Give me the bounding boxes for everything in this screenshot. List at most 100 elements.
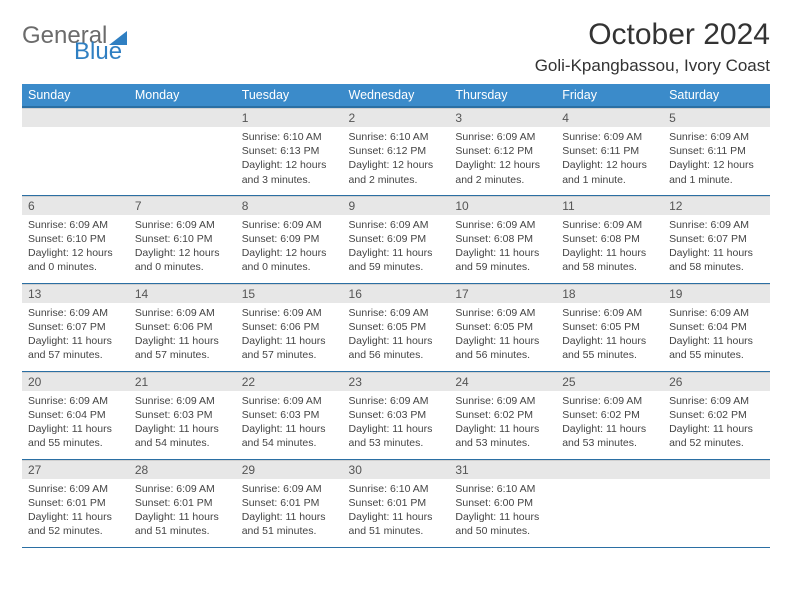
day-body: Sunrise: 6:09 AM Sunset: 6:12 PM Daylight:… [449, 127, 556, 191]
daylight-line: Daylight: 11 hours and 57 minutes. [242, 335, 326, 361]
daylight-line: Daylight: 12 hours and 2 minutes. [455, 159, 540, 185]
calendar-day-cell: 21Sunrise: 6:09 AMSunset: 6:03 PMDayligh… [129, 371, 236, 459]
daylight-line: Daylight: 11 hours and 55 minutes. [669, 335, 753, 361]
calendar-week-row: 1Sunrise: 6:10 AMSunset: 6:13 PMDaylight… [22, 107, 770, 195]
day-number: 30 [343, 461, 450, 479]
calendar-day-cell: 14Sunrise: 6:09 AMSunset: 6:06 PMDayligh… [129, 283, 236, 371]
calendar-day-cell: 10Sunrise: 6:09 AMSunset: 6:08 PMDayligh… [449, 195, 556, 283]
day-body: Sunrise: 6:09 AMSunset: 6:02 PMDaylight:… [663, 391, 770, 455]
sunset-line: Sunset: 6:04 PM [28, 409, 106, 421]
day-number: 11 [556, 197, 663, 215]
daylight-line: Daylight: 11 hours and 50 minutes. [455, 511, 539, 537]
weekday-header: Monday [129, 84, 236, 107]
day-body: Sunrise: 6:09 AMSunset: 6:01 PMDaylight:… [129, 479, 236, 543]
logo-text-blue: Blue [74, 40, 127, 64]
day-number: 13 [22, 285, 129, 303]
day-number: 14 [129, 285, 236, 303]
sunset-line: Sunset: 6:01 PM [28, 497, 106, 509]
day-body: Sunrise: 6:09 AM Sunset: 6:04 PM Daylight:… [663, 303, 770, 367]
sunrise-line: Sunrise: 6:09 AM [669, 307, 749, 319]
daylight-line: Daylight: 11 hours and 54 minutes. [135, 423, 219, 449]
sunset-line: Sunset: 6:08 PM [455, 233, 533, 245]
calendar-day-cell: 26Sunrise: 6:09 AMSunset: 6:02 PMDayligh… [663, 371, 770, 459]
sunrise-line: Sunrise: 6:09 AM [242, 307, 322, 319]
day-body: Sunrise: 6:10 AMSunset: 6:13 PMDaylight:… [236, 127, 343, 191]
daylight-line: Daylight: 11 hours and 54 minutes. [242, 423, 326, 449]
sunrise-line: Sunrise: 6:09 AM [135, 219, 215, 231]
day-number: 21 [129, 373, 236, 391]
daylight-line: Daylight: 11 hours and 57 minutes. [135, 335, 219, 361]
sunset-line: Sunset: 6:01 PM [135, 497, 213, 509]
day-number: 17 [449, 285, 556, 303]
sunset-line: Sunset: 6:10 PM [135, 233, 213, 245]
sunset-line: Sunset: 6:02 PM [669, 409, 747, 421]
sunrise-line: Sunrise: 6:09 AM [135, 483, 215, 495]
calendar-day-cell [22, 107, 129, 195]
calendar-day-cell: 2Sunrise: 6:10 AMSunset: 6:12 PMDaylight… [343, 107, 450, 195]
sunrise-line: Sunrise: 6:10 AM [349, 131, 429, 143]
calendar-day-cell: 5Sunrise: 6:09 AMSunset: 6:11 PMDaylight… [663, 107, 770, 195]
sunset-line: Sunset: 6:09 PM [242, 233, 320, 245]
sunrise-line: Sunrise: 6:09 AM [349, 307, 429, 319]
weekday-header: Saturday [663, 84, 770, 107]
sunset-line: Sunset: 6:12 PM [455, 145, 533, 157]
sunrise-line: Sunrise: 6:09 AM [28, 219, 108, 231]
sunrise-line: Sunrise: 6:09 AM [455, 131, 535, 143]
sunrise-line: Sunrise: 6:09 AM [562, 395, 642, 407]
daylight-line: Daylight: 11 hours and 58 minutes. [669, 247, 753, 273]
day-number: 7 [129, 197, 236, 215]
sunset-line: Sunset: 6:01 PM [349, 497, 427, 509]
day-body: Sunrise: 6:09 AMSunset: 6:10 PMDaylight:… [129, 215, 236, 279]
calendar-day-cell: 22Sunrise: 6:09 AMSunset: 6:03 PMDayligh… [236, 371, 343, 459]
calendar-week-row: 20Sunrise: 6:09 AMSunset: 6:04 PMDayligh… [22, 371, 770, 459]
day-body: Sunrise: 6:09 AMSunset: 6:03 PMDaylight:… [343, 391, 450, 455]
sunset-line: Sunset: 6:12 PM [349, 145, 427, 157]
calendar-day-cell: 15Sunrise: 6:09 AMSunset: 6:06 PMDayligh… [236, 283, 343, 371]
sunrise-line: Sunrise: 6:09 AM [28, 483, 108, 495]
calendar-day-cell: 18Sunrise: 6:09 AMSunset: 6:05 PMDayligh… [556, 283, 663, 371]
daylight-line: Daylight: 11 hours and 52 minutes. [28, 511, 112, 537]
calendar-day-cell: 28Sunrise: 6:09 AMSunset: 6:01 PMDayligh… [129, 459, 236, 547]
sunset-line: Sunset: 6:10 PM [28, 233, 106, 245]
day-body: Sunrise: 6:09 AMSunset: 6:09 PMDaylight:… [343, 215, 450, 279]
sunset-line: Sunset: 6:05 PM [562, 321, 640, 333]
daylight-line: Daylight: 11 hours and 59 minutes. [349, 247, 433, 273]
calendar-day-cell [663, 459, 770, 547]
calendar-day-cell: 29Sunrise: 6:09 AMSunset: 6:01 PMDayligh… [236, 459, 343, 547]
day-body: Sunrise: 6:09 AMSunset: 6:01 PMDaylight:… [236, 479, 343, 543]
title-block: October 2024 Goli-Kpangbassou, Ivory Coa… [535, 18, 770, 76]
sunrise-line: Sunrise: 6:09 AM [242, 395, 322, 407]
sunset-line: Sunset: 6:05 PM [455, 321, 533, 333]
sunset-line: Sunset: 6:02 PM [455, 409, 533, 421]
day-body: Sunrise: 6:09 AMSunset: 6:06 PMDaylight:… [129, 303, 236, 367]
calendar-day-cell: 31Sunrise: 6:10 AMSunset: 6:00 PMDayligh… [449, 459, 556, 547]
weekday-header: Wednesday [343, 84, 450, 107]
day-body: Sunrise: 6:09 AMSunset: 6:05 PMDaylight:… [343, 303, 450, 367]
sunrise-line: Sunrise: 6:09 AM [135, 307, 215, 319]
calendar-day-cell: 27Sunrise: 6:09 AMSunset: 6:01 PMDayligh… [22, 459, 129, 547]
sunset-line: Sunset: 6:11 PM [562, 145, 639, 157]
day-number: 19 [663, 285, 770, 303]
daylight-line: Daylight: 11 hours and 56 minutes. [455, 335, 539, 361]
day-number: 23 [343, 373, 450, 391]
sunset-line: Sunset: 6:00 PM [455, 497, 533, 509]
day-number: 3 [449, 109, 556, 127]
weekday-header: Thursday [449, 84, 556, 107]
calendar-table: SundayMondayTuesdayWednesdayThursdayFrid… [22, 84, 770, 548]
daylight-line: Daylight: 11 hours and 59 minutes. [455, 247, 539, 273]
daylight-line: Daylight: 11 hours and 55 minutes. [28, 423, 112, 449]
sunset-line: Sunset: 6:04 PM [669, 321, 747, 333]
sunset-line: Sunset: 6:03 PM [135, 409, 213, 421]
sunrise-line: Sunrise: 6:09 AM [562, 307, 642, 319]
sunrise-line: Sunrise: 6:09 AM [455, 395, 535, 407]
day-number: 4 [556, 109, 663, 127]
day-body: Sunrise: 6:09 AMSunset: 6:03 PMDaylight:… [129, 391, 236, 455]
sunset-line: Sunset: 6:01 PM [242, 497, 320, 509]
day-number: 10 [449, 197, 556, 215]
sunrise-line: Sunrise: 6:10 AM [242, 131, 322, 143]
day-body: Sunrise: 6:09 AMSunset: 6:04 PMDaylight:… [22, 391, 129, 455]
day-number: 1 [236, 109, 343, 127]
calendar-day-cell: 12Sunrise: 6:09 AMSunset: 6:07 PMDayligh… [663, 195, 770, 283]
day-body: Sunrise: 6:10 AMSunset: 6:01 PMDaylight:… [343, 479, 450, 543]
sunrise-line: Sunrise: 6:09 AM [562, 219, 642, 231]
